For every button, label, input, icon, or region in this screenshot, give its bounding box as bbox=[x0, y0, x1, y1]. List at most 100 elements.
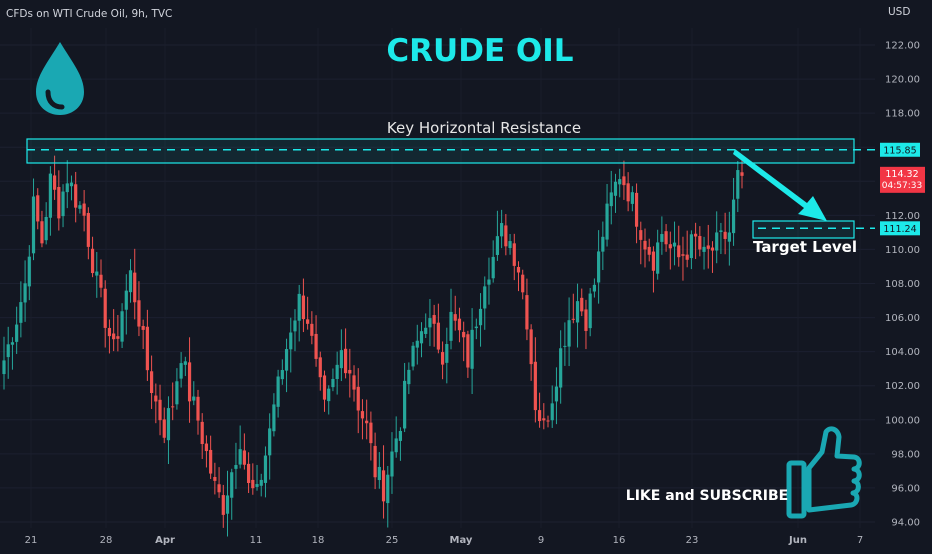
candle-body bbox=[626, 183, 630, 202]
candle-body bbox=[381, 470, 386, 502]
candle-body bbox=[504, 225, 508, 247]
candle-body bbox=[575, 301, 580, 323]
price-tick-label: 120.00 bbox=[885, 75, 920, 86]
candle-body bbox=[647, 246, 651, 255]
candle-body bbox=[221, 495, 225, 515]
candle-body bbox=[398, 430, 403, 441]
candle-body bbox=[559, 348, 563, 388]
candle-body bbox=[656, 242, 660, 274]
candle-body bbox=[234, 465, 238, 469]
svg-text:04:57:33: 04:57:33 bbox=[882, 181, 922, 191]
candle-body bbox=[436, 322, 440, 350]
candle-body bbox=[314, 333, 318, 359]
candle-body bbox=[335, 364, 339, 379]
candle-body bbox=[82, 203, 86, 216]
candle-body bbox=[322, 375, 327, 400]
candle-body bbox=[137, 300, 141, 327]
candle-body bbox=[74, 184, 78, 208]
candle-body bbox=[706, 245, 710, 249]
candle-body bbox=[187, 362, 192, 402]
candle-body bbox=[289, 332, 293, 350]
time-tick-label: Jun bbox=[788, 535, 807, 546]
candle-body bbox=[592, 284, 596, 292]
candle-body bbox=[369, 422, 373, 444]
candle-body bbox=[128, 270, 133, 293]
candle-body bbox=[529, 329, 533, 365]
candle-body bbox=[685, 254, 689, 260]
candle-body bbox=[651, 251, 656, 271]
candle-body bbox=[571, 318, 575, 320]
candle-body bbox=[99, 274, 103, 288]
candle-body bbox=[242, 450, 246, 465]
candle-body bbox=[542, 418, 546, 421]
candle-body bbox=[154, 395, 158, 402]
candle-body bbox=[525, 295, 529, 330]
time-axis[interactable]: 21 28 Apr 11 18 25 May 9 16 23 Jun 7 bbox=[25, 535, 864, 546]
candle-body bbox=[457, 318, 462, 331]
candle-body bbox=[491, 256, 495, 279]
candle-body bbox=[466, 334, 470, 368]
candle-body bbox=[27, 256, 31, 287]
candle-body bbox=[373, 445, 377, 478]
time-tick-label: 25 bbox=[386, 535, 399, 546]
candle-body bbox=[246, 463, 251, 483]
candle-body bbox=[103, 288, 107, 328]
candle-body bbox=[107, 327, 112, 337]
cta-label[interactable]: LIKE and SUBSCRIBE bbox=[626, 488, 788, 504]
price-tick-label: 94.00 bbox=[891, 518, 920, 529]
svg-text:115.85: 115.85 bbox=[883, 145, 916, 156]
time-tick-label: 16 bbox=[613, 535, 626, 546]
time-tick-label: 21 bbox=[25, 535, 38, 546]
candle-body bbox=[78, 205, 82, 209]
time-tick-label: May bbox=[450, 535, 473, 546]
candle-body bbox=[643, 240, 647, 250]
candle-body bbox=[44, 216, 48, 241]
time-tick-label: Apr bbox=[155, 535, 175, 546]
time-tick-label: 7 bbox=[857, 535, 863, 546]
candle-body bbox=[158, 399, 162, 421]
resistance-zone[interactable] bbox=[26, 138, 855, 164]
candle-body bbox=[609, 192, 613, 207]
candle-body bbox=[689, 234, 693, 259]
candle-body bbox=[306, 319, 310, 324]
candle-body bbox=[533, 361, 537, 411]
water-drop-icon bbox=[36, 42, 84, 115]
candle-body bbox=[613, 181, 618, 196]
candle-body bbox=[495, 236, 500, 255]
candle-body bbox=[440, 352, 445, 365]
target-zone[interactable] bbox=[752, 220, 855, 239]
candle-body bbox=[280, 370, 284, 380]
thumbs-up-icon[interactable] bbox=[786, 426, 862, 519]
candle-body bbox=[445, 344, 449, 363]
candle-body bbox=[48, 173, 52, 218]
candle-body bbox=[179, 363, 183, 379]
price-tick-label: 106.00 bbox=[885, 313, 920, 324]
candle-body bbox=[462, 331, 466, 338]
symbol-info: CFDs on WTI Crude Oil, 9h, TVC bbox=[6, 8, 172, 20]
resistance-price-tag: 115.85 bbox=[880, 142, 920, 157]
candle-body bbox=[217, 484, 221, 493]
candle-body bbox=[584, 309, 588, 331]
candle-body bbox=[2, 360, 6, 375]
candle-body bbox=[563, 345, 567, 347]
candle-body bbox=[360, 411, 365, 419]
candle-body bbox=[255, 484, 259, 487]
candle-body bbox=[500, 223, 504, 237]
candle-body bbox=[415, 340, 419, 348]
candle-body bbox=[61, 191, 65, 217]
target-price-tag: 111.24 bbox=[880, 221, 920, 236]
time-tick-label: 9 bbox=[538, 535, 544, 546]
candle-body bbox=[95, 271, 99, 276]
candle-body bbox=[86, 212, 90, 247]
candle-body bbox=[702, 246, 706, 252]
candle-body bbox=[40, 221, 44, 244]
candle-body bbox=[284, 349, 289, 371]
candle-body bbox=[470, 329, 474, 369]
svg-text:111.24: 111.24 bbox=[883, 224, 916, 235]
candle-body bbox=[740, 172, 744, 176]
candle-body bbox=[390, 451, 394, 477]
candle-body bbox=[120, 311, 124, 342]
candle-body bbox=[162, 419, 166, 438]
